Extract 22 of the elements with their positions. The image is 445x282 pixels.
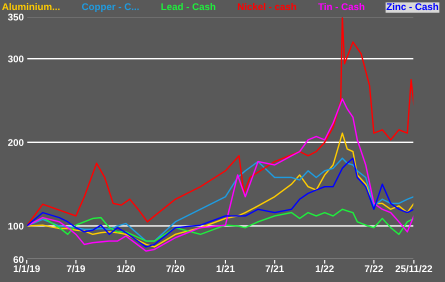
y-tick-label: 300	[8, 55, 24, 62]
x-tick-label: 1/1/19	[14, 264, 40, 272]
y-tick-label: 60	[13, 256, 24, 264]
x-tick-label: 7/20	[166, 264, 184, 272]
line-series	[26, 98, 414, 252]
y-tick-label: 350	[8, 14, 24, 21]
x-tick-label: 1/20	[117, 264, 135, 272]
line-series	[26, 132, 414, 248]
text: Aluminium...	[2, 2, 60, 10]
text: Copper - C...	[82, 3, 139, 12]
x-tick-label: 1/21	[216, 264, 235, 272]
x-tick-label: 25/11/22	[396, 264, 432, 272]
text: Nickel - cash	[238, 2, 296, 10]
text: Zinc - Cash	[386, 2, 438, 10]
x-tick-label: 1/22	[316, 264, 334, 272]
y-tick-label: 200	[8, 139, 24, 146]
x-tick-label: 7/19	[66, 264, 86, 272]
x-tick-label: 7/22	[364, 264, 383, 272]
x-tick-label: 7/21	[266, 264, 284, 272]
text: Lead - Cash	[161, 2, 216, 10]
text: Tin - Cash	[318, 2, 364, 10]
y-tick-label: 100	[8, 222, 24, 230]
